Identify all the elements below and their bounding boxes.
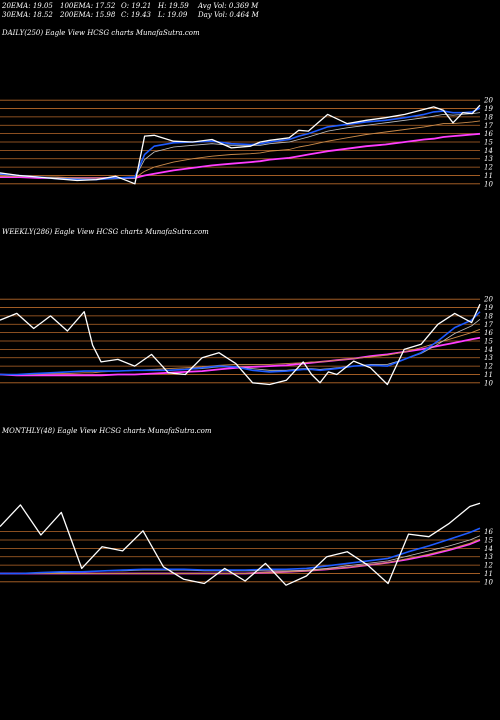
- y-tick-label: 11: [484, 570, 493, 578]
- y-tick-label: 10: [484, 578, 493, 586]
- daily-250--price-line: [0, 104, 481, 185]
- y-tick-label: 15: [484, 537, 493, 545]
- y-tick-label: 19: [484, 304, 493, 312]
- y-tick-label: 12: [484, 363, 493, 371]
- y-tick-label: 17: [484, 321, 493, 329]
- stat-ema20: 20EMA: 19.05: [2, 2, 53, 10]
- y-tick-label: 15: [484, 139, 493, 147]
- y-tick-label: 12: [484, 164, 493, 172]
- y-tick-label: 14: [484, 545, 493, 553]
- daily-250--ema100-line: [0, 120, 481, 179]
- stat-high: H: 19.59: [158, 2, 189, 10]
- weekly-panel-label: WEEKLY(286) Eagle View HCSG charts Munaf…: [2, 228, 209, 236]
- stat-ema30: 30EMA: 18.52: [2, 11, 53, 19]
- stat-dayvol: Day Vol: 0.464 M: [198, 11, 259, 19]
- stat-open: O: 19.21: [121, 2, 152, 10]
- stat-low: L: 19.09: [158, 11, 188, 19]
- y-tick-label: 20: [483, 97, 493, 105]
- y-tick-label: 14: [484, 346, 493, 354]
- daily-250--ema20-line: [0, 107, 481, 181]
- monthly-48--ema100-line: [0, 538, 481, 574]
- y-tick-label: 17: [484, 122, 493, 130]
- monthly-panel-label: MONTHLY(48) Eagle View HCSG charts Munaf…: [2, 427, 212, 435]
- y-tick-label: 20: [483, 296, 493, 304]
- stat-ema100: 100EMA: 17.52: [60, 2, 116, 10]
- stat-close: C: 19.43: [121, 11, 151, 19]
- y-tick-label: 14: [484, 147, 493, 155]
- weekly-286--price-line: [0, 303, 481, 386]
- y-tick-label: 13: [484, 354, 493, 362]
- y-tick-label: 15: [484, 338, 493, 346]
- monthly-48--ema20-line: [0, 527, 481, 575]
- y-tick-label: 12: [484, 562, 493, 570]
- stat-avgvol: Avg Vol: 0.369 M: [198, 2, 259, 10]
- daily-panel-label: DAILY(250) Eagle View HCSG charts Munafa…: [2, 29, 200, 37]
- y-tick-label: 11: [484, 172, 493, 180]
- y-tick-label: 10: [484, 180, 493, 188]
- y-tick-label: 16: [484, 528, 493, 536]
- daily-250--ema30-line: [0, 112, 481, 181]
- weekly-286--ema20-line: [0, 311, 481, 376]
- monthly-48--price-line: [0, 502, 481, 586]
- y-tick-label: 18: [484, 113, 493, 121]
- y-tick-label: 11: [484, 371, 493, 379]
- y-tick-label: 13: [484, 155, 493, 163]
- y-tick-label: 10: [484, 379, 493, 387]
- weekly-286--ema200-line: [0, 336, 481, 377]
- daily-250--ema200-line: [0, 132, 481, 179]
- weekly-286--ema100-line: [0, 328, 481, 375]
- y-tick-label: 16: [484, 329, 493, 337]
- y-tick-label: 18: [484, 312, 493, 320]
- y-tick-label: 16: [484, 130, 493, 138]
- stat-ema200: 200EMA: 15.98: [60, 11, 116, 19]
- y-tick-label: 19: [484, 105, 493, 113]
- y-tick-label: 13: [484, 553, 493, 561]
